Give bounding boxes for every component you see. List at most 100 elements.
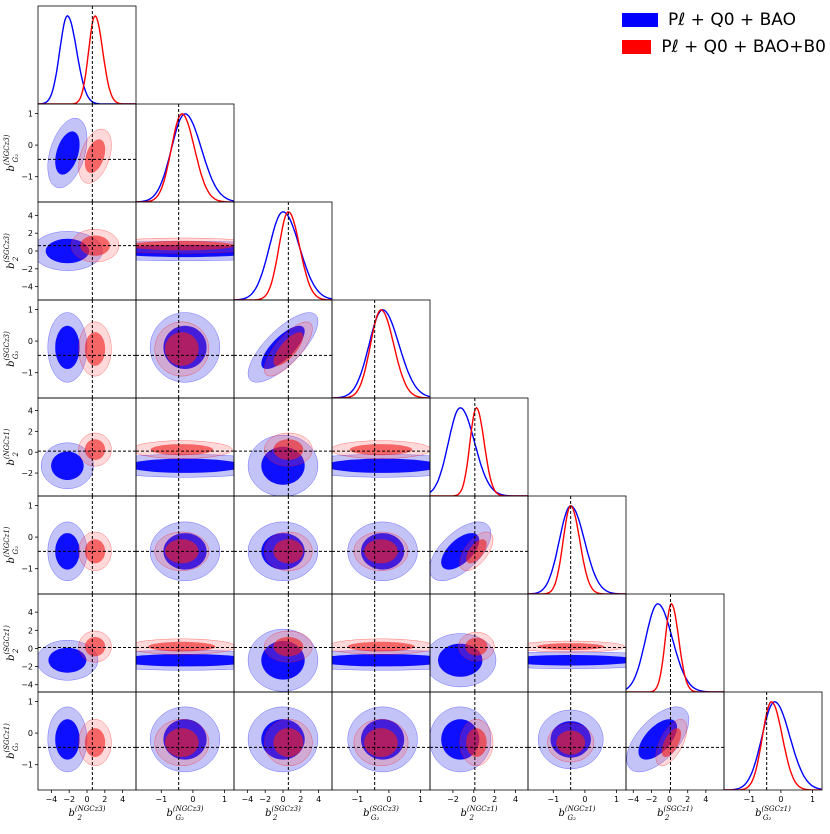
xtick-label-0-1: −2 — [63, 795, 75, 804]
marginal-line-red-6 — [626, 602, 724, 692]
ytick-label-4-1: 0 — [28, 448, 33, 457]
ytick-label-2-0: −4 — [21, 283, 33, 292]
xtick-label-1-1: 0 — [190, 795, 195, 804]
xtick-label-5-0: −1 — [547, 795, 559, 804]
marginal-line-blue-2 — [234, 211, 332, 300]
xtick-label-2-3: 2 — [298, 795, 303, 804]
marginal-line-blue-5 — [528, 505, 626, 594]
xtick-label-4-0: −2 — [447, 795, 459, 804]
yaxis-label-4: b(NGCz1)2 — [3, 428, 20, 465]
ytick-label-4-3: 4 — [28, 407, 33, 416]
panel-frame-3-3 — [331, 299, 431, 399]
contour-68-red-2-1 — [136, 240, 234, 251]
yaxis-label-7: b(SGCz1)G₂ — [3, 723, 20, 759]
xtick-label-3-2: 1 — [418, 795, 423, 804]
xtick-label-6-2: 0 — [667, 795, 672, 804]
xtick-label-0-2: 0 — [84, 795, 89, 804]
ytick-label-6-0: −4 — [21, 681, 33, 690]
ytick-label-5-0: −1 — [21, 565, 33, 574]
contour-68-blue-4-3 — [332, 458, 430, 473]
ytick-label-7-1: 0 — [28, 729, 33, 738]
contour-68-red-6-3 — [347, 641, 415, 652]
panel-frame-6-6 — [625, 593, 725, 693]
xtick-label-4-2: 2 — [492, 795, 497, 804]
xtick-label-6-3: 2 — [685, 795, 690, 804]
ytick-label-5-2: 1 — [28, 501, 33, 510]
marginal-line-blue-0 — [38, 14, 136, 104]
xaxis-label-3: b(SGCz3) G₂ — [363, 805, 399, 822]
ytick-label-2-2: 0 — [28, 247, 33, 256]
ytick-label-3-2: 1 — [28, 305, 33, 314]
legend-entry-red: Pℓ + Q0 + BAO+B0 — [622, 35, 826, 59]
yaxis-label-5: b(NGCz1)G₂ — [3, 526, 20, 563]
contour-68-red-6-0 — [84, 637, 106, 657]
xtick-label-7-2: 1 — [810, 795, 815, 804]
ytick-label-4-2: 2 — [28, 427, 33, 436]
contour-68-blue-6-1 — [136, 654, 234, 667]
marginal-line-red-1 — [136, 113, 234, 202]
panel-frame-1-1 — [135, 103, 235, 203]
contour-68-red-3-1 — [165, 332, 199, 366]
ytick-label-1-1: 0 — [28, 141, 33, 150]
legend-swatch-red — [622, 40, 652, 54]
xtick-label-4-3: 4 — [513, 795, 518, 804]
ytick-label-4-0: −2 — [21, 469, 33, 478]
xtick-label-6-1: −2 — [646, 795, 658, 804]
xtick-label-2-0: −4 — [241, 795, 253, 804]
xtick-label-1-2: 1 — [222, 795, 227, 804]
xtick-label-7-1: 0 — [778, 795, 783, 804]
ytick-label-7-0: −1 — [21, 761, 33, 770]
ytick-label-5-1: 0 — [28, 533, 33, 542]
ytick-label-1-2: 1 — [28, 109, 33, 118]
ytick-label-3-0: −1 — [21, 369, 33, 378]
ytick-label-1-0: −1 — [21, 173, 33, 182]
xtick-label-0-4: 4 — [120, 795, 125, 804]
yaxis-label-6: b(SGCz1)2 — [3, 625, 20, 661]
contour-68-red-4-3 — [349, 444, 413, 456]
xaxis-label-6: b(SGCz1) 2 — [657, 805, 693, 822]
ytick-label-6-1: −2 — [21, 663, 33, 672]
legend-label-blue: Pℓ + Q0 + BAO — [668, 10, 796, 30]
yaxis-label-1: b(NGCz3)G₂ — [3, 134, 20, 171]
xaxis-label-0: b(NGCz3) 2 — [68, 805, 105, 822]
marginal-line-blue-3 — [332, 309, 430, 398]
xtick-label-5-2: 1 — [614, 795, 619, 804]
contour-68-red-3-0 — [84, 332, 106, 366]
contour-68-red-3-2 — [273, 332, 304, 366]
contour-68-blue-5-0 — [55, 533, 80, 570]
marginal-line-red-7 — [724, 701, 822, 790]
ytick-label-6-2: 0 — [28, 644, 33, 653]
contour-68-red-4-1 — [150, 444, 214, 456]
xtick-label-4-1: 0 — [471, 795, 476, 804]
contour-68-red-7-4 — [466, 728, 487, 757]
ytick-label-3-1: 0 — [28, 337, 33, 346]
panel-frame-7-7 — [723, 691, 823, 791]
contour-68-blue-6-0 — [48, 647, 87, 673]
xtick-label-1-0: −1 — [155, 795, 167, 804]
marginal-line-blue-4 — [430, 407, 528, 496]
marginal-line-blue-7 — [724, 701, 822, 790]
marginal-line-red-5 — [528, 504, 626, 594]
xtick-label-3-0: −1 — [351, 795, 363, 804]
ytick-label-6-4: 4 — [28, 608, 33, 617]
legend-label-red: Pℓ + Q0 + BAO+B0 — [661, 37, 826, 57]
legend-entry-blue: Pℓ + Q0 + BAO — [622, 8, 826, 32]
contour-68-blue-6-3 — [332, 654, 430, 667]
xaxis-label-4: b(NGCz1) 2 — [460, 805, 497, 822]
panel-frame-2-2 — [233, 201, 333, 301]
contour-68-blue-4-0 — [51, 451, 84, 480]
contour-68-blue-6-5 — [528, 655, 626, 666]
marginal-line-red-0 — [38, 15, 136, 104]
xaxis-label-5: b(NGCz1) G₂ — [558, 805, 595, 822]
xaxis-label-2: b(SGCz3) 2 — [265, 805, 301, 822]
xtick-label-0-3: 2 — [102, 795, 107, 804]
contour-68-red-7-6 — [661, 728, 681, 757]
contour-68-red-6-1 — [148, 641, 216, 652]
marginal-line-red-3 — [332, 309, 430, 398]
xtick-label-0-0: −4 — [45, 795, 57, 804]
ytick-label-2-1: −2 — [21, 265, 33, 274]
contour-68-red-7-3 — [364, 728, 398, 757]
ytick-label-2-3: 2 — [28, 229, 33, 238]
ytick-label-6-3: 2 — [28, 626, 33, 635]
